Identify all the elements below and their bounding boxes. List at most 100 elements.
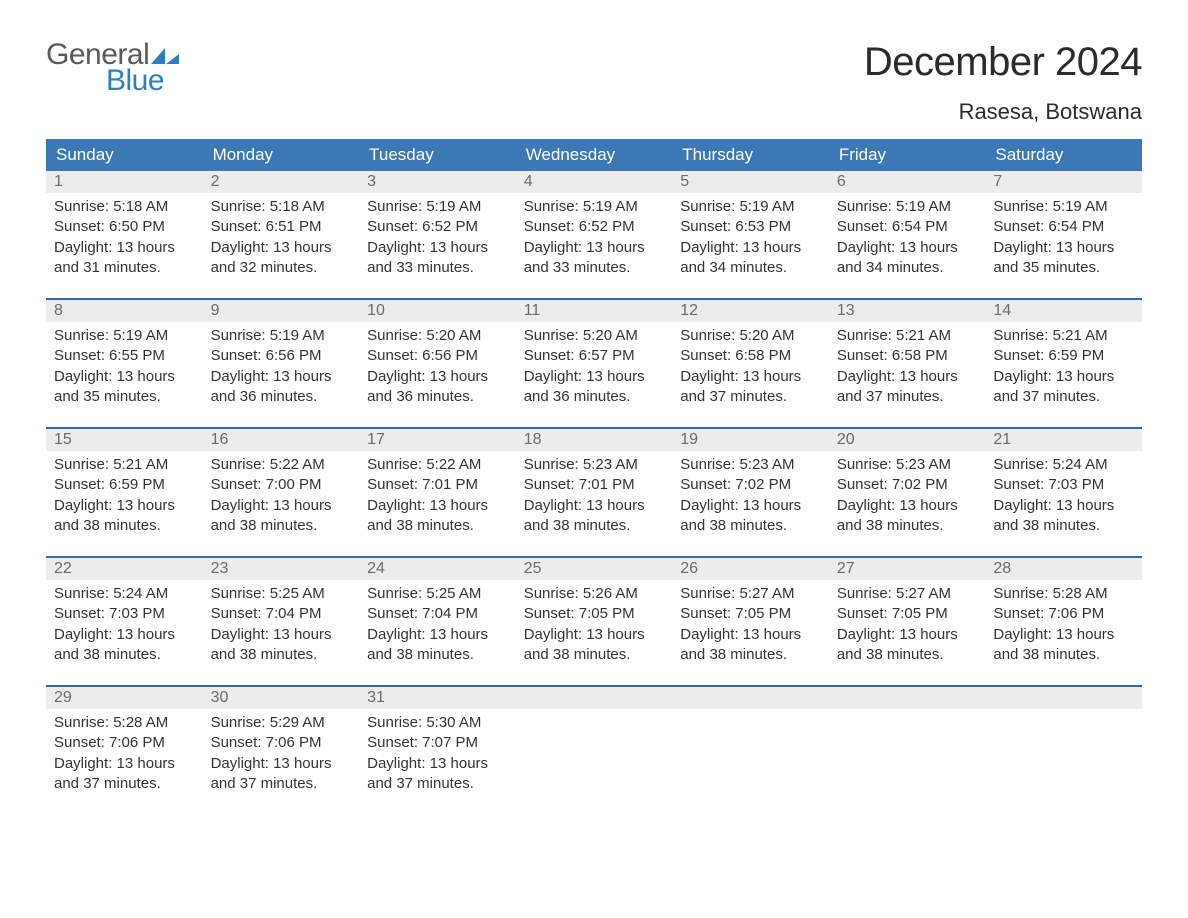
sunrise-line: Sunrise: 5:23 AM bbox=[524, 455, 665, 475]
calendar-week-row: 29Sunrise: 5:28 AMSunset: 7:06 PMDayligh… bbox=[46, 687, 1142, 815]
calendar-day-cell: 5Sunrise: 5:19 AMSunset: 6:53 PMDaylight… bbox=[672, 171, 829, 299]
day-body: Sunrise: 5:19 AMSunset: 6:54 PMDaylight:… bbox=[985, 193, 1142, 286]
calendar-day-cell: 22Sunrise: 5:24 AMSunset: 7:03 PMDayligh… bbox=[46, 558, 203, 686]
sunset-line: Sunset: 6:54 PM bbox=[837, 217, 978, 237]
daylight-line: Daylight: 13 hours and 38 minutes. bbox=[680, 496, 821, 537]
day-body: Sunrise: 5:18 AMSunset: 6:50 PMDaylight:… bbox=[46, 193, 203, 286]
day-body: Sunrise: 5:21 AMSunset: 6:59 PMDaylight:… bbox=[985, 322, 1142, 415]
sunrise-line: Sunrise: 5:21 AM bbox=[837, 326, 978, 346]
day-number: 21 bbox=[985, 429, 1142, 451]
sunrise-line: Sunrise: 5:24 AM bbox=[54, 584, 195, 604]
calendar-day-cell: 3Sunrise: 5:19 AMSunset: 6:52 PMDaylight… bbox=[359, 171, 516, 299]
daylight-line: Daylight: 13 hours and 38 minutes. bbox=[993, 496, 1134, 537]
sunset-line: Sunset: 6:52 PM bbox=[367, 217, 508, 237]
calendar-day-cell: 27Sunrise: 5:27 AMSunset: 7:05 PMDayligh… bbox=[829, 558, 986, 686]
daylight-line: Daylight: 13 hours and 35 minutes. bbox=[54, 367, 195, 408]
calendar-day-cell: 18Sunrise: 5:23 AMSunset: 7:01 PMDayligh… bbox=[516, 429, 673, 557]
day-number bbox=[985, 687, 1142, 709]
sunset-line: Sunset: 7:03 PM bbox=[54, 604, 195, 624]
day-number: 15 bbox=[46, 429, 203, 451]
day-body: Sunrise: 5:25 AMSunset: 7:04 PMDaylight:… bbox=[203, 580, 360, 673]
sunset-line: Sunset: 6:54 PM bbox=[993, 217, 1134, 237]
day-body: Sunrise: 5:19 AMSunset: 6:55 PMDaylight:… bbox=[46, 322, 203, 415]
calendar-day-cell: 1Sunrise: 5:18 AMSunset: 6:50 PMDaylight… bbox=[46, 171, 203, 299]
daylight-line: Daylight: 13 hours and 37 minutes. bbox=[837, 367, 978, 408]
sunset-line: Sunset: 6:59 PM bbox=[993, 346, 1134, 366]
day-number: 4 bbox=[516, 171, 673, 193]
calendar-week-row: 22Sunrise: 5:24 AMSunset: 7:03 PMDayligh… bbox=[46, 558, 1142, 686]
day-number: 28 bbox=[985, 558, 1142, 580]
day-body: Sunrise: 5:19 AMSunset: 6:53 PMDaylight:… bbox=[672, 193, 829, 286]
sunset-line: Sunset: 7:00 PM bbox=[211, 475, 352, 495]
calendar-day-cell: 26Sunrise: 5:27 AMSunset: 7:05 PMDayligh… bbox=[672, 558, 829, 686]
day-number: 10 bbox=[359, 300, 516, 322]
daylight-line: Daylight: 13 hours and 37 minutes. bbox=[211, 754, 352, 795]
day-number: 24 bbox=[359, 558, 516, 580]
daylight-line: Daylight: 13 hours and 38 minutes. bbox=[837, 496, 978, 537]
day-body: Sunrise: 5:19 AMSunset: 6:56 PMDaylight:… bbox=[203, 322, 360, 415]
daylight-line: Daylight: 13 hours and 38 minutes. bbox=[680, 625, 821, 666]
sunrise-line: Sunrise: 5:19 AM bbox=[367, 197, 508, 217]
sunset-line: Sunset: 7:04 PM bbox=[367, 604, 508, 624]
sunset-line: Sunset: 7:03 PM bbox=[993, 475, 1134, 495]
calendar-day-cell: 10Sunrise: 5:20 AMSunset: 6:56 PMDayligh… bbox=[359, 300, 516, 428]
day-number: 2 bbox=[203, 171, 360, 193]
weekday-row: Sunday Monday Tuesday Wednesday Thursday… bbox=[46, 139, 1142, 171]
sunrise-line: Sunrise: 5:20 AM bbox=[524, 326, 665, 346]
day-number: 5 bbox=[672, 171, 829, 193]
sunrise-line: Sunrise: 5:20 AM bbox=[367, 326, 508, 346]
day-number: 6 bbox=[829, 171, 986, 193]
calendar-day-cell: 9Sunrise: 5:19 AMSunset: 6:56 PMDaylight… bbox=[203, 300, 360, 428]
calendar-day-cell: 21Sunrise: 5:24 AMSunset: 7:03 PMDayligh… bbox=[985, 429, 1142, 557]
day-body: Sunrise: 5:28 AMSunset: 7:06 PMDaylight:… bbox=[46, 709, 203, 802]
day-number: 13 bbox=[829, 300, 986, 322]
daylight-line: Daylight: 13 hours and 38 minutes. bbox=[367, 496, 508, 537]
calendar-day-cell bbox=[985, 687, 1142, 815]
sunrise-line: Sunrise: 5:28 AM bbox=[993, 584, 1134, 604]
daylight-line: Daylight: 13 hours and 38 minutes. bbox=[524, 625, 665, 666]
daylight-line: Daylight: 13 hours and 38 minutes. bbox=[524, 496, 665, 537]
day-number: 26 bbox=[672, 558, 829, 580]
sunrise-line: Sunrise: 5:19 AM bbox=[680, 197, 821, 217]
sunset-line: Sunset: 6:56 PM bbox=[367, 346, 508, 366]
month-title: December 2024 bbox=[864, 40, 1142, 85]
sunset-line: Sunset: 6:55 PM bbox=[54, 346, 195, 366]
calendar-week-row: 15Sunrise: 5:21 AMSunset: 6:59 PMDayligh… bbox=[46, 429, 1142, 557]
day-number: 8 bbox=[46, 300, 203, 322]
sunrise-line: Sunrise: 5:26 AM bbox=[524, 584, 665, 604]
sunset-line: Sunset: 6:58 PM bbox=[680, 346, 821, 366]
sunset-line: Sunset: 6:52 PM bbox=[524, 217, 665, 237]
calendar-body: 1Sunrise: 5:18 AMSunset: 6:50 PMDaylight… bbox=[46, 171, 1142, 815]
day-number: 30 bbox=[203, 687, 360, 709]
calendar-day-cell: 24Sunrise: 5:25 AMSunset: 7:04 PMDayligh… bbox=[359, 558, 516, 686]
day-body: Sunrise: 5:29 AMSunset: 7:06 PMDaylight:… bbox=[203, 709, 360, 802]
sunset-line: Sunset: 7:06 PM bbox=[54, 733, 195, 753]
day-body: Sunrise: 5:27 AMSunset: 7:05 PMDaylight:… bbox=[672, 580, 829, 673]
calendar-day-cell: 12Sunrise: 5:20 AMSunset: 6:58 PMDayligh… bbox=[672, 300, 829, 428]
sunset-line: Sunset: 7:02 PM bbox=[837, 475, 978, 495]
sunset-line: Sunset: 6:57 PM bbox=[524, 346, 665, 366]
day-number: 7 bbox=[985, 171, 1142, 193]
calendar-table: Sunday Monday Tuesday Wednesday Thursday… bbox=[46, 139, 1142, 815]
calendar-day-cell: 17Sunrise: 5:22 AMSunset: 7:01 PMDayligh… bbox=[359, 429, 516, 557]
day-body: Sunrise: 5:22 AMSunset: 7:01 PMDaylight:… bbox=[359, 451, 516, 544]
day-number: 14 bbox=[985, 300, 1142, 322]
daylight-line: Daylight: 13 hours and 34 minutes. bbox=[837, 238, 978, 279]
sunset-line: Sunset: 6:51 PM bbox=[211, 217, 352, 237]
sunrise-line: Sunrise: 5:27 AM bbox=[837, 584, 978, 604]
day-body: Sunrise: 5:19 AMSunset: 6:52 PMDaylight:… bbox=[359, 193, 516, 286]
day-number: 31 bbox=[359, 687, 516, 709]
day-body: Sunrise: 5:20 AMSunset: 6:56 PMDaylight:… bbox=[359, 322, 516, 415]
calendar-day-cell: 11Sunrise: 5:20 AMSunset: 6:57 PMDayligh… bbox=[516, 300, 673, 428]
day-body: Sunrise: 5:24 AMSunset: 7:03 PMDaylight:… bbox=[985, 451, 1142, 544]
day-body: Sunrise: 5:24 AMSunset: 7:03 PMDaylight:… bbox=[46, 580, 203, 673]
daylight-line: Daylight: 13 hours and 37 minutes. bbox=[54, 754, 195, 795]
sunrise-line: Sunrise: 5:30 AM bbox=[367, 713, 508, 733]
logo: General Blue bbox=[46, 40, 179, 96]
daylight-line: Daylight: 13 hours and 36 minutes. bbox=[211, 367, 352, 408]
sunrise-line: Sunrise: 5:29 AM bbox=[211, 713, 352, 733]
daylight-line: Daylight: 13 hours and 31 minutes. bbox=[54, 238, 195, 279]
sunset-line: Sunset: 7:01 PM bbox=[524, 475, 665, 495]
daylight-line: Daylight: 13 hours and 35 minutes. bbox=[993, 238, 1134, 279]
sunrise-line: Sunrise: 5:21 AM bbox=[54, 455, 195, 475]
